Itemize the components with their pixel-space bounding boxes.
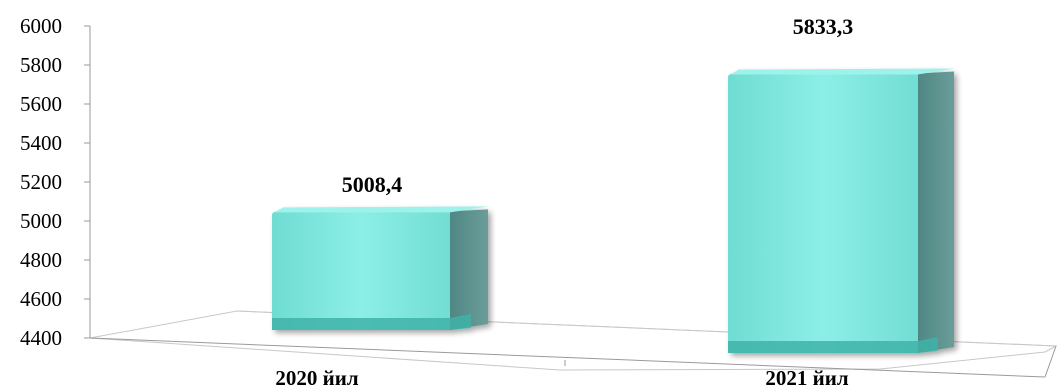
data-label: 5833,3 — [793, 14, 854, 39]
bar-top-face — [274, 206, 488, 213]
floor-right-edge — [1044, 345, 1057, 378]
y-tick-label: 4600 — [20, 287, 62, 311]
y-tick-label: 4400 — [20, 326, 62, 350]
x-category-label: 2021 йил — [765, 366, 848, 387]
x-category-label: 2020 йил — [275, 366, 358, 387]
y-tick-label: 5400 — [20, 131, 62, 155]
bars — [272, 68, 954, 353]
bar-top-face — [730, 68, 954, 75]
bar-2 — [728, 68, 954, 353]
data-label: 5008,4 — [342, 172, 403, 197]
bar-side-face — [918, 71, 954, 353]
x-axis-line — [89, 337, 1046, 378]
bar-side-face — [450, 209, 488, 330]
y-tick-label: 5200 — [20, 170, 62, 194]
bar-base — [272, 314, 471, 330]
y-axis: 4400 4600 4800 5000 5200 5400 5600 5800 6000 — [20, 14, 91, 350]
labels: 5008,4 2020 йил 5833,3 2021 йил — [275, 14, 853, 387]
bar-1 — [272, 206, 488, 330]
y-tick-label: 4800 — [20, 248, 62, 272]
y-tick-label: 5600 — [20, 92, 62, 116]
y-tick-label: 5000 — [20, 209, 62, 233]
bar-front-face — [272, 211, 450, 330]
bar-base — [728, 337, 938, 353]
bar-front-face — [728, 73, 918, 353]
y-tick-label: 5800 — [20, 53, 62, 77]
y-tick-label: 6000 — [20, 14, 62, 38]
